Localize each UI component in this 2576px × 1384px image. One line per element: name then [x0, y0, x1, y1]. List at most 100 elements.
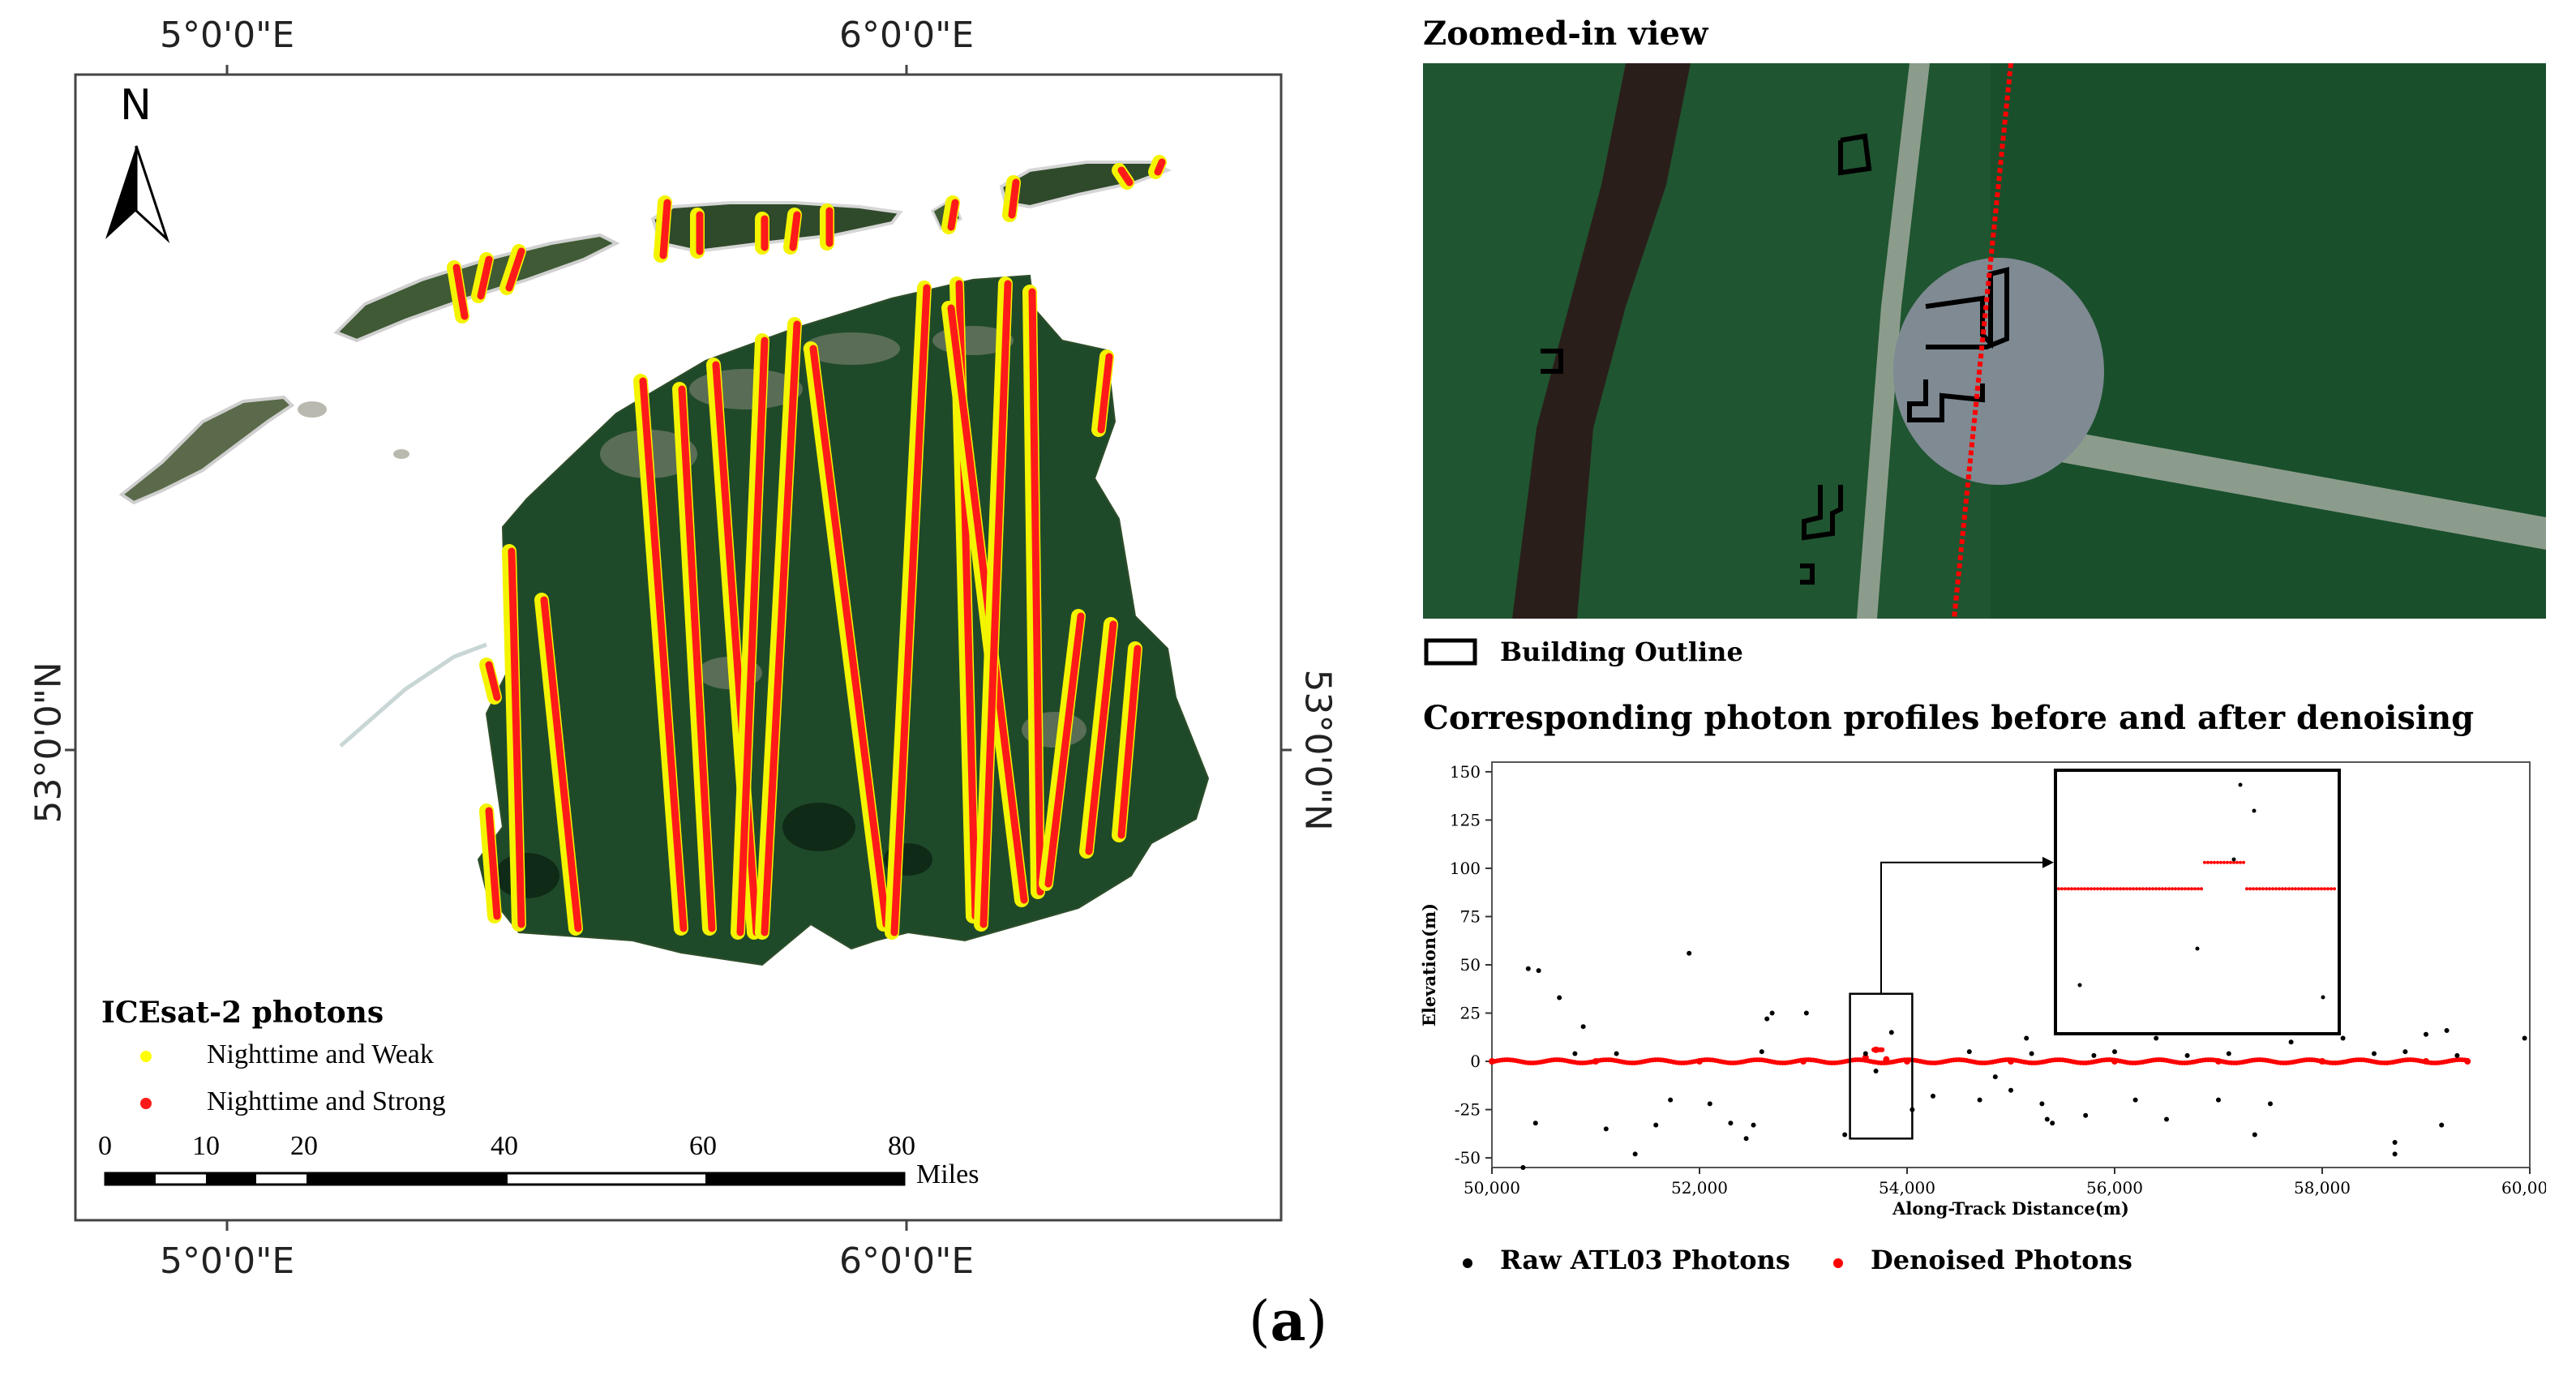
y-tick-label: -50	[1455, 1148, 1481, 1168]
scale-tick-80: 80	[888, 1131, 915, 1161]
track-strong	[639, 377, 688, 932]
x-tick-label: 50,000	[1464, 1178, 1520, 1198]
inset-denoised-point	[2307, 887, 2310, 891]
inset-denoised-point	[2304, 887, 2307, 891]
track-strong	[1085, 620, 1117, 855]
inset-denoised-point	[2171, 887, 2174, 891]
inset-denoised-point	[2102, 887, 2106, 891]
inset-denoised-point	[2115, 887, 2119, 891]
denoised-point	[1879, 1047, 1885, 1052]
inset-denoised-point	[2148, 887, 2151, 891]
plot-area	[1491, 761, 2531, 1168]
y-tick-label: -25	[1455, 1100, 1481, 1120]
raw-point	[1603, 1126, 1609, 1132]
raw-point	[1728, 1120, 1734, 1126]
raw-point	[2288, 1039, 2294, 1045]
track-strong	[1117, 166, 1134, 186]
inset-denoised-point	[2255, 887, 2258, 891]
legend-dot-weak	[140, 1051, 152, 1062]
figure-caption: (a)	[1249, 1289, 1327, 1354]
raw-point	[2216, 1097, 2221, 1103]
raw-point	[1931, 1093, 1935, 1099]
inset-denoised-point	[2242, 860, 2245, 864]
raw-point	[2112, 1049, 2117, 1055]
raw-point	[2424, 1031, 2428, 1037]
track-strong	[540, 596, 582, 932]
inset-denoised-point	[2222, 860, 2226, 864]
inset-denoised-point	[2271, 887, 2274, 891]
raw-point	[1525, 966, 1531, 971]
inset-denoised-point	[2080, 887, 2083, 891]
inset-denoised-point	[2213, 860, 2216, 864]
inset-raw-point	[2238, 782, 2243, 787]
coord-bottom-right: 6°0'0"E	[839, 1240, 975, 1282]
inset-raw-point	[2231, 857, 2236, 862]
raw-point	[2268, 1101, 2273, 1107]
track-strong	[659, 199, 671, 259]
x-tick-label: 60,000	[2501, 1178, 2546, 1198]
track-strong	[1028, 288, 1044, 896]
y-tick-label: 25	[1460, 1004, 1481, 1023]
inset-denoised-point	[2174, 887, 2177, 891]
inset-denoised-point	[2151, 887, 2154, 891]
y-tick-label: 75	[1460, 906, 1481, 926]
track-strong	[485, 807, 501, 920]
raw-point	[1707, 1101, 1712, 1107]
inset-denoised-point	[2206, 860, 2210, 864]
inset-denoised-point	[2154, 887, 2158, 891]
inset-denoised-point	[2313, 887, 2317, 891]
photon-track	[1952, 63, 2013, 619]
inset-denoised-point	[2119, 887, 2122, 891]
inset-denoised-point	[2203, 860, 2206, 864]
raw-point	[1653, 1122, 1659, 1128]
profile-legend-dots	[1463, 1258, 1843, 1268]
inset-denoised-point	[2177, 887, 2180, 891]
inset-denoised-point	[2112, 887, 2115, 891]
inset-denoised-point	[2297, 887, 2300, 891]
scale-tick-10: 10	[192, 1131, 220, 1161]
raw-point	[2024, 1035, 2030, 1041]
y-tick-label: 50	[1460, 955, 1481, 975]
raw-point	[1888, 1030, 1894, 1035]
profile-title: Corresponding photon profiles before and…	[1423, 699, 2475, 737]
raw-point	[2083, 1112, 2089, 1118]
profile-chart: -50 -25 0 25 50 75 100 125 150 50,000 52,000 54,000…	[1419, 761, 2546, 1219]
map-canvas	[65, 65, 1292, 1231]
denoised-point	[2008, 1058, 2014, 1065]
raw-point	[1532, 1120, 1538, 1126]
inset-denoised-point	[2197, 887, 2200, 891]
inset-denoised-point	[2099, 887, 2102, 891]
raw-point	[2164, 1116, 2169, 1122]
raw-point	[1764, 1016, 1770, 1022]
raw-point	[2402, 1049, 2408, 1055]
raw-point	[1977, 1097, 1982, 1103]
north-arrow-icon	[105, 145, 170, 244]
raw-point	[2184, 1052, 2190, 1058]
inset-denoised-point	[2287, 887, 2291, 891]
islet-1	[298, 401, 327, 418]
track-strong	[505, 247, 525, 292]
denoised-point	[1592, 1058, 1599, 1065]
raw-point	[2252, 1132, 2257, 1138]
raw-point	[2050, 1120, 2055, 1126]
zoom-arrow	[1880, 861, 2047, 994]
road-horizontal	[2007, 420, 2546, 550]
legend-title: ICEsat-2 photons	[101, 996, 384, 1030]
track-strong	[979, 280, 1012, 928]
denoised-point	[2464, 1058, 2471, 1065]
denoised-point	[1904, 1058, 1910, 1065]
coord-top-left: 5°0'0"E	[160, 15, 295, 56]
scale-tick-60: 60	[689, 1131, 717, 1161]
inset-denoised-point	[2090, 887, 2093, 891]
inset-denoised-point	[2109, 887, 2112, 891]
track-strong	[890, 284, 931, 936]
raw-point	[1966, 1049, 1972, 1055]
inset-denoised-point	[2239, 860, 2242, 864]
track-strong	[1154, 158, 1166, 176]
track-strong	[789, 211, 801, 251]
inset-denoised-point	[2096, 887, 2099, 891]
x-tick-label: 52,000	[1671, 1178, 1728, 1198]
inset-denoised-point	[2294, 887, 2297, 891]
caption-letter: a	[1270, 1289, 1306, 1354]
raw-point	[1614, 1051, 1619, 1056]
